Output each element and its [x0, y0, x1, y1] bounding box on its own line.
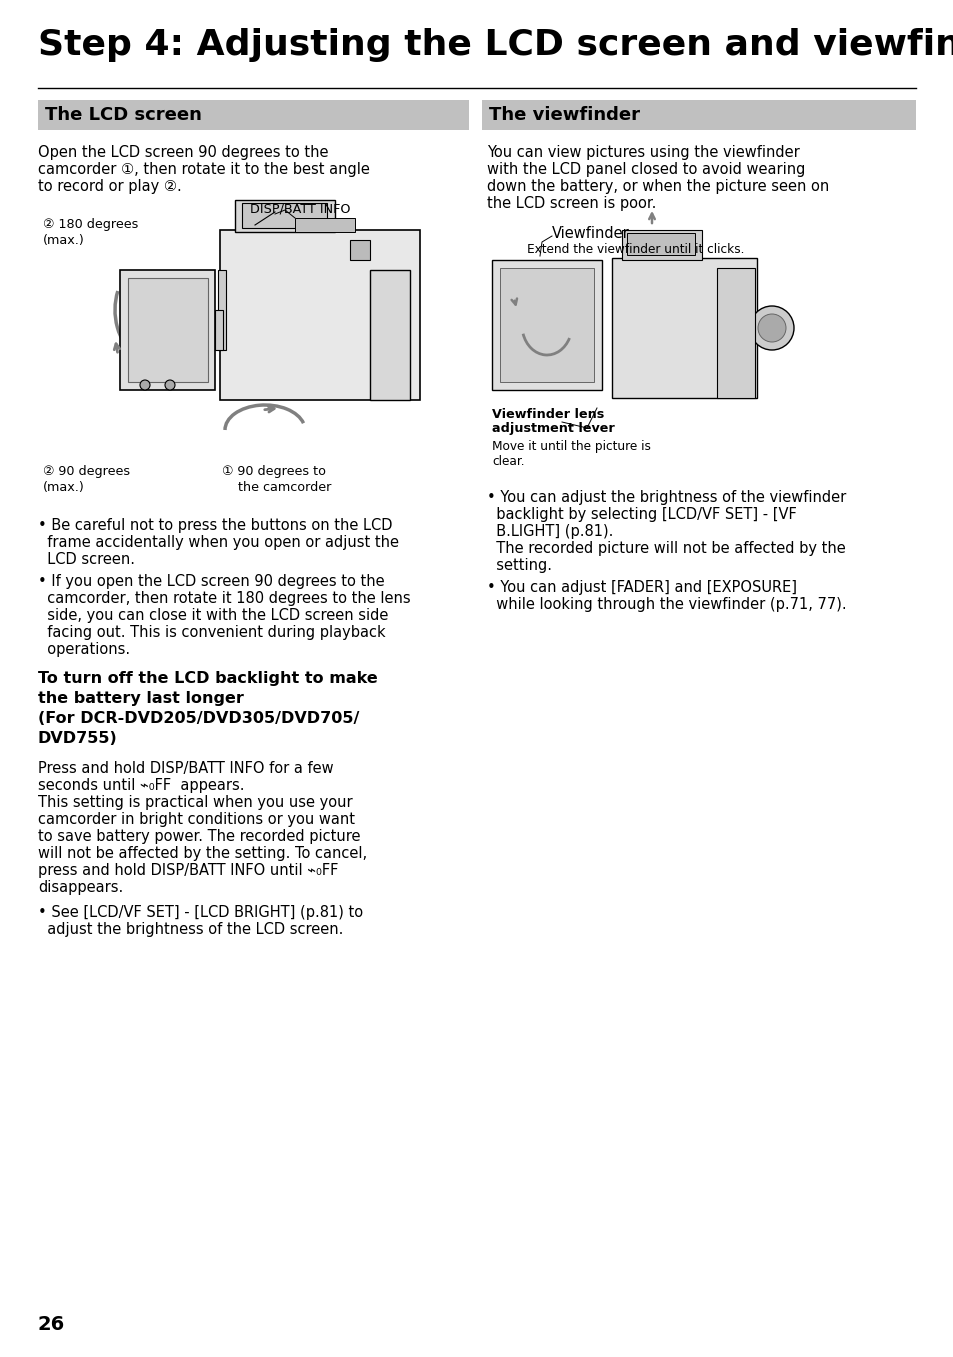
Text: Open the LCD screen 90 degrees to the: Open the LCD screen 90 degrees to the — [38, 145, 328, 160]
Text: the camcorder: the camcorder — [222, 480, 331, 494]
Text: the battery last longer: the battery last longer — [38, 691, 244, 706]
Text: • See [LCD/VF SET] - [LCD BRIGHT] (p.81) to: • See [LCD/VF SET] - [LCD BRIGHT] (p.81)… — [38, 905, 363, 920]
Text: • You can adjust [FADER] and [EXPOSURE]: • You can adjust [FADER] and [EXPOSURE] — [486, 579, 796, 594]
Text: adjustment lever: adjustment lever — [492, 422, 614, 436]
Text: This setting is practical when you use your: This setting is practical when you use y… — [38, 795, 353, 810]
Text: camcorder in bright conditions or you want: camcorder in bright conditions or you wa… — [38, 811, 355, 826]
Bar — [120, 270, 214, 389]
Text: to record or play ②.: to record or play ②. — [38, 179, 182, 194]
Text: Step 4: Adjusting the LCD screen and viewfinder: Step 4: Adjusting the LCD screen and vie… — [38, 28, 953, 62]
Bar — [214, 309, 223, 350]
Text: DVD755): DVD755) — [38, 731, 117, 746]
Text: You can view pictures using the viewfinder: You can view pictures using the viewfind… — [486, 145, 799, 160]
Text: adjust the brightness of the LCD screen.: adjust the brightness of the LCD screen. — [38, 921, 343, 936]
Circle shape — [758, 313, 785, 342]
Text: ① 90 degrees to: ① 90 degrees to — [222, 465, 326, 478]
Text: Extend the viewfinder until it clicks.: Extend the viewfinder until it clicks. — [526, 243, 743, 256]
Text: seconds until ⌁₀FF  appears.: seconds until ⌁₀FF appears. — [38, 778, 244, 792]
Text: DISP/BATT INFO: DISP/BATT INFO — [250, 204, 350, 216]
Bar — [38, 100, 469, 130]
Bar — [220, 229, 419, 400]
Text: LCD screen.: LCD screen. — [38, 552, 135, 567]
Text: • If you open the LCD screen 90 degrees to the: • If you open the LCD screen 90 degrees … — [38, 574, 384, 589]
Bar — [717, 267, 754, 398]
Bar — [350, 240, 370, 261]
Text: (max.): (max.) — [43, 233, 85, 247]
Text: clear.: clear. — [492, 455, 524, 468]
Bar — [234, 199, 335, 232]
Text: ② 90 degrees: ② 90 degrees — [43, 465, 130, 478]
Text: The viewfinder: The viewfinder — [489, 106, 639, 123]
Text: (For DCR-DVD205/DVD305/DVD705/: (For DCR-DVD205/DVD305/DVD705/ — [38, 711, 359, 726]
Text: The LCD screen: The LCD screen — [45, 106, 202, 123]
Text: 26: 26 — [38, 1315, 65, 1334]
Text: Viewfinder: Viewfinder — [552, 227, 629, 242]
Text: will not be affected by the setting. To cancel,: will not be affected by the setting. To … — [38, 845, 367, 860]
Text: frame accidentally when you open or adjust the: frame accidentally when you open or adju… — [38, 535, 398, 550]
Text: To turn off the LCD backlight to make: To turn off the LCD backlight to make — [38, 670, 377, 687]
Circle shape — [165, 380, 174, 389]
Text: facing out. This is convenient during playback: facing out. This is convenient during pl… — [38, 626, 385, 641]
Bar — [492, 261, 601, 389]
Bar — [294, 218, 355, 232]
Text: ② 180 degrees: ② 180 degrees — [43, 218, 138, 231]
Text: Press and hold DISP/BATT INFO for a few: Press and hold DISP/BATT INFO for a few — [38, 761, 334, 776]
Text: side, you can close it with the LCD screen side: side, you can close it with the LCD scre… — [38, 608, 388, 623]
Text: Viewfinder lens: Viewfinder lens — [492, 408, 603, 421]
Bar — [612, 258, 757, 398]
Text: camcorder ①, then rotate it to the best angle: camcorder ①, then rotate it to the best … — [38, 161, 370, 176]
Text: • You can adjust the brightness of the viewfinder: • You can adjust the brightness of the v… — [486, 490, 845, 505]
Bar — [370, 270, 410, 400]
Text: Move it until the picture is: Move it until the picture is — [492, 440, 650, 453]
Text: setting.: setting. — [486, 558, 552, 573]
Text: down the battery, or when the picture seen on: down the battery, or when the picture se… — [486, 179, 828, 194]
Text: (max.): (max.) — [43, 480, 85, 494]
Text: with the LCD panel closed to avoid wearing: with the LCD panel closed to avoid weari… — [486, 161, 804, 176]
Bar — [481, 100, 915, 130]
Text: camcorder, then rotate it 180 degrees to the lens: camcorder, then rotate it 180 degrees to… — [38, 592, 410, 607]
Text: to save battery power. The recorded picture: to save battery power. The recorded pict… — [38, 829, 360, 844]
Circle shape — [140, 380, 150, 389]
Text: B.LIGHT] (p.81).: B.LIGHT] (p.81). — [486, 524, 613, 539]
Text: • Be careful not to press the buttons on the LCD: • Be careful not to press the buttons on… — [38, 518, 392, 533]
Text: The recorded picture will not be affected by the: The recorded picture will not be affecte… — [486, 541, 845, 556]
Text: disappears.: disappears. — [38, 879, 123, 896]
Text: operations.: operations. — [38, 642, 130, 657]
Bar — [499, 267, 594, 383]
Text: while looking through the viewfinder (p.71, 77).: while looking through the viewfinder (p.… — [486, 597, 845, 612]
Bar — [128, 278, 208, 383]
Circle shape — [749, 305, 793, 350]
Bar — [626, 233, 695, 255]
Bar — [621, 229, 701, 261]
Bar — [242, 204, 327, 228]
Bar — [218, 270, 226, 350]
Text: backlight by selecting [LCD/VF SET] - [VF: backlight by selecting [LCD/VF SET] - [V… — [486, 508, 796, 522]
Text: press and hold DISP/BATT INFO until ⌁₀FF: press and hold DISP/BATT INFO until ⌁₀FF — [38, 863, 338, 878]
Text: the LCD screen is poor.: the LCD screen is poor. — [486, 195, 656, 210]
